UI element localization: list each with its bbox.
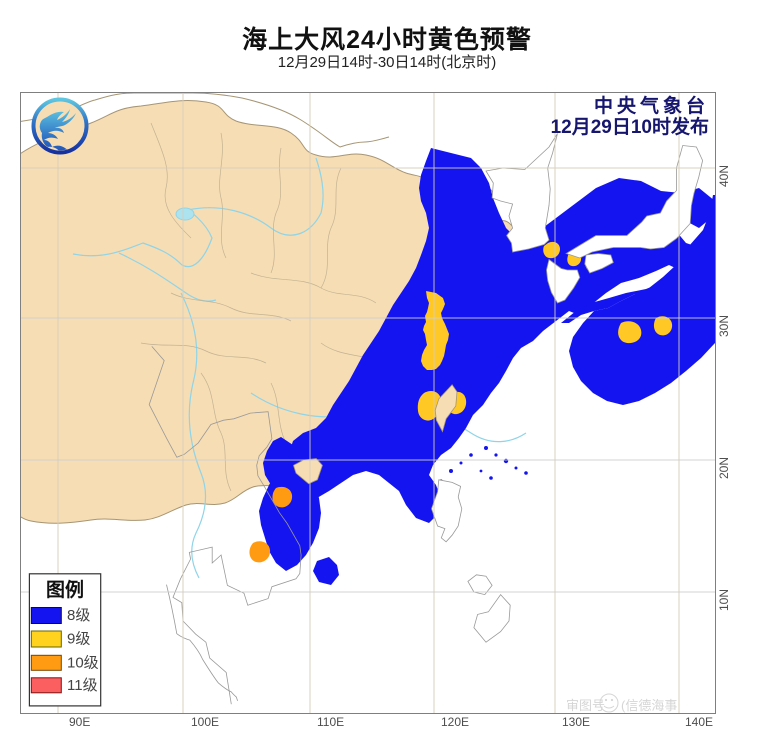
svg-text:8级: 8级	[67, 607, 90, 624]
svg-text:10级: 10级	[67, 655, 99, 672]
svg-text:11级: 11级	[67, 677, 98, 694]
svg-text:12月29日10时发布: 12月29日10时发布	[551, 115, 709, 138]
svg-text:图例: 图例	[46, 578, 84, 601]
svg-text:审图号: 审图号	[566, 698, 605, 713]
svg-text:9级: 9级	[67, 631, 90, 648]
svg-text:中央气象台: 中央气象台	[594, 94, 709, 117]
svg-text:(信德海事: (信德海事	[621, 698, 677, 713]
